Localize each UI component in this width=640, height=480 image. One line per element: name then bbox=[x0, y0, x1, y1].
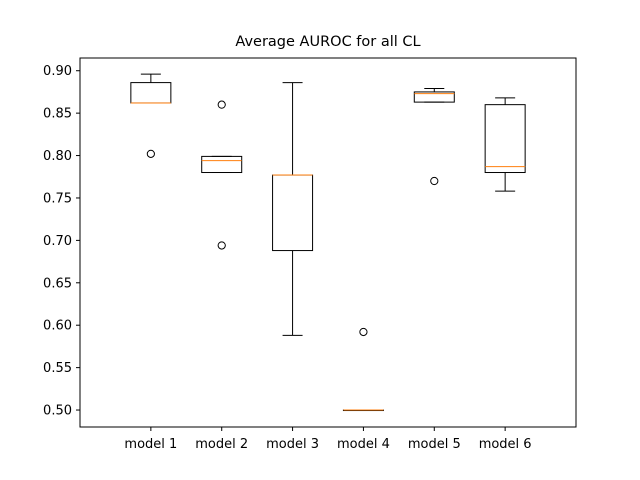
y-tick-label: 0.90 bbox=[43, 64, 72, 79]
x-tick-label: model 1 bbox=[124, 437, 177, 452]
x-tick-label: model 6 bbox=[479, 437, 532, 452]
box bbox=[272, 174, 314, 252]
y-tick-label: 0.70 bbox=[43, 234, 72, 249]
outlier-point bbox=[217, 241, 226, 250]
y-tick-label: 0.85 bbox=[43, 107, 72, 122]
x-tick-label: model 5 bbox=[408, 437, 461, 452]
box bbox=[201, 155, 243, 174]
outlier-point bbox=[217, 100, 226, 109]
chart-title: Average AUROC for all CL bbox=[235, 34, 421, 50]
box bbox=[130, 82, 172, 104]
outlier-point bbox=[430, 176, 439, 186]
box bbox=[413, 91, 455, 103]
x-tick-label: model 2 bbox=[195, 437, 248, 452]
box bbox=[484, 104, 526, 174]
y-tick-label: 0.50 bbox=[43, 404, 72, 419]
x-tick-label: model 4 bbox=[337, 437, 390, 452]
plot-frame bbox=[79, 57, 577, 428]
outlier-point bbox=[146, 149, 155, 158]
y-tick-label: 0.60 bbox=[43, 319, 72, 334]
y-tick-label: 0.65 bbox=[43, 276, 72, 291]
outlier-point bbox=[359, 327, 368, 337]
x-tick-label: model 3 bbox=[266, 437, 319, 452]
y-tick-label: 0.75 bbox=[43, 191, 72, 206]
y-tick-label: 0.80 bbox=[43, 149, 72, 164]
y-tick-label: 0.55 bbox=[43, 361, 72, 376]
